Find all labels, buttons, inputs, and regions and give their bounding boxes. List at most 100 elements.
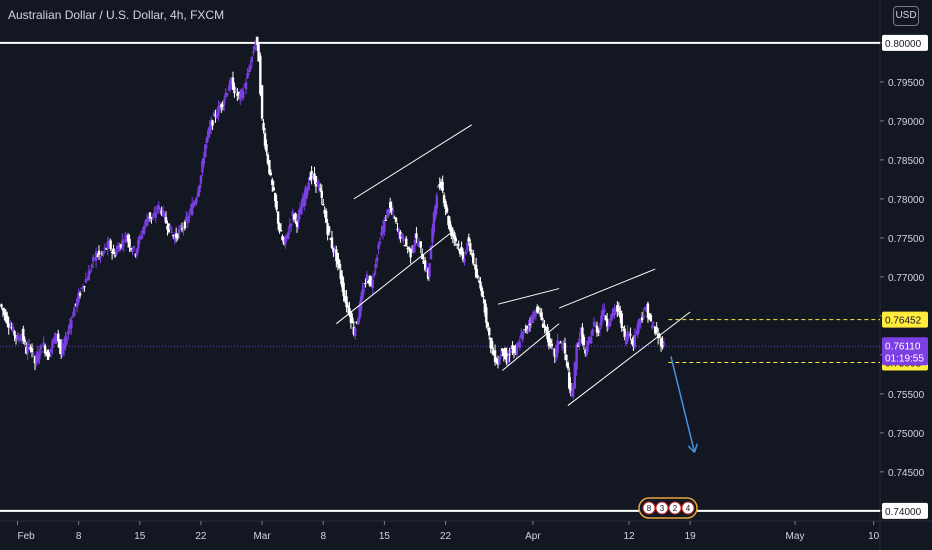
- candle-body: [524, 329, 527, 331]
- candle-body: [585, 346, 588, 355]
- candle-body: [59, 345, 63, 355]
- candle-body: [508, 354, 511, 356]
- candle-body: [547, 333, 551, 347]
- candle-body: [215, 114, 219, 119]
- candle-body: [371, 279, 374, 289]
- candle-body: [144, 220, 147, 224]
- candle-body: [598, 327, 602, 330]
- candle-body: [355, 321, 358, 324]
- candle-body: [306, 188, 309, 196]
- candle-body: [469, 243, 472, 252]
- candle-body: [252, 51, 255, 54]
- candle-body: [588, 337, 591, 341]
- candle-body: [118, 245, 121, 252]
- candle-body: [594, 324, 597, 327]
- candle-body: [349, 312, 353, 324]
- candle-body: [20, 333, 24, 340]
- candle-body: [138, 236, 141, 239]
- event-count-label: 2: [673, 504, 678, 513]
- event-flag-icon: [655, 501, 669, 515]
- x-tick-label: 12: [623, 531, 635, 542]
- candle-body: [77, 292, 80, 303]
- candle-body: [492, 350, 495, 356]
- candle-body: [241, 91, 245, 99]
- event-count-label: 4: [686, 504, 691, 513]
- candle-body: [340, 275, 344, 288]
- candle-body: [630, 339, 634, 344]
- candle-body: [493, 350, 497, 362]
- candle-body: [55, 334, 58, 340]
- candle-body: [367, 280, 370, 284]
- trend-line: [353, 124, 473, 200]
- candle-body: [298, 208, 302, 214]
- candle-body: [466, 242, 469, 250]
- projection-arrow-head: [687, 445, 696, 453]
- y-tick-label: 0.74500: [888, 468, 925, 479]
- candle-body: [485, 307, 488, 323]
- candle-body: [396, 228, 399, 230]
- candle-body: [476, 275, 479, 277]
- candle-body: [635, 331, 638, 333]
- candle-body: [278, 223, 281, 232]
- x-tick-label: 10: [868, 531, 880, 542]
- candle-body: [320, 190, 323, 198]
- candle-body: [209, 121, 213, 130]
- candle-body: [145, 218, 149, 226]
- candle-body: [646, 303, 650, 318]
- candle-body: [520, 333, 523, 338]
- candle-body: [418, 243, 421, 248]
- candle-body: [166, 225, 169, 230]
- candle-body: [407, 247, 411, 250]
- candle-body: [42, 342, 45, 347]
- candle-body: [406, 248, 409, 250]
- candle-body: [189, 208, 192, 212]
- candle-body: [39, 345, 42, 350]
- candle-body: [58, 339, 61, 348]
- candle-body: [415, 233, 418, 239]
- candle-body: [266, 154, 270, 164]
- y-tick-label: 0.75500: [888, 390, 925, 401]
- candle-body: [345, 296, 348, 308]
- candle-body: [557, 341, 561, 343]
- candle-body: [224, 93, 227, 97]
- candle-body: [271, 179, 274, 186]
- candle-body: [416, 243, 420, 245]
- candle-body: [521, 331, 524, 340]
- candle-body: [445, 207, 449, 213]
- candle-body: [90, 265, 93, 267]
- candle-body: [423, 260, 427, 270]
- candle-body: [103, 247, 107, 250]
- candle-body: [464, 251, 468, 255]
- candle-body: [483, 299, 487, 313]
- candle-body: [538, 313, 542, 315]
- candle-body: [14, 335, 18, 339]
- candle-body: [651, 325, 654, 329]
- candle-body: [447, 216, 450, 226]
- candle-body: [284, 236, 287, 245]
- candle-body: [550, 343, 554, 347]
- candle-body: [358, 304, 361, 319]
- currency-button[interactable]: USD: [893, 6, 919, 26]
- candle-body: [316, 182, 319, 185]
- candle-body: [188, 216, 191, 218]
- candle-body: [536, 306, 539, 313]
- candle-body: [412, 245, 415, 253]
- candle-body: [10, 327, 13, 329]
- candle-body: [236, 93, 239, 96]
- candle-body: [183, 221, 187, 229]
- candle-body: [351, 317, 354, 324]
- candle-body: [198, 185, 201, 193]
- candle-body: [281, 236, 284, 241]
- candle-body: [35, 355, 38, 364]
- candle-body: [86, 279, 89, 281]
- candle-body: [11, 326, 15, 332]
- candle-body: [137, 239, 140, 249]
- candle-body: [105, 248, 108, 250]
- candle-body: [141, 230, 144, 233]
- candle-body: [562, 346, 565, 349]
- candle-body: [131, 251, 134, 253]
- candle-body: [422, 260, 425, 264]
- level-price-badge: [882, 502, 928, 519]
